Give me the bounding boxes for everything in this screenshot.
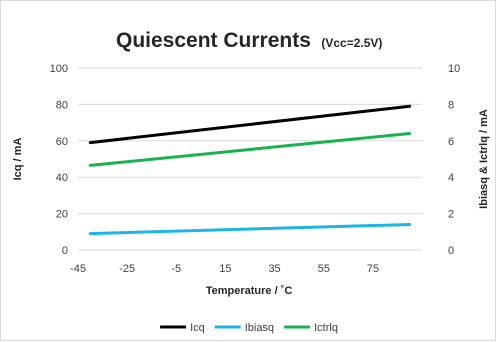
x-tick-label-5: 55 <box>318 263 330 275</box>
gridlines <box>78 67 422 251</box>
x-axis-label: Temperature / ˚C <box>206 285 293 297</box>
right-tick-label-5: 10 <box>448 63 460 75</box>
right-y-axis-label: Ibiasq & Ictrlq / mA <box>478 109 490 209</box>
left-y-axis-ticks: 0 20 40 60 80 100 <box>50 63 68 257</box>
chart-title-main: Quiescent Currents <box>116 29 311 52</box>
series-line-ictrlq <box>88 132 412 167</box>
right-tick-label-0: 0 <box>448 245 454 257</box>
legend-item-icq: Icq <box>160 322 205 334</box>
x-tick-label-6: 75 <box>367 263 379 275</box>
right-tick-label-4: 8 <box>448 99 454 111</box>
x-tick-label-0: -45 <box>70 263 86 275</box>
left-tick-label-3: 60 <box>56 136 68 148</box>
series-line-icq <box>88 104 412 145</box>
x-tick-label-4: 35 <box>268 263 280 275</box>
chart-subtitle: (Vcc=2.5V) <box>321 36 382 50</box>
x-tick-label-1: -25 <box>119 263 135 275</box>
chart-title: Quiescent Currents (Vcc=2.5V) <box>116 29 382 52</box>
series-line-ibiasq <box>88 223 412 236</box>
left-tick-label-4: 80 <box>56 99 68 111</box>
legend-label-ictrlq: Ictrlq <box>314 322 338 334</box>
legend-item-ibiasq: Ibiasq <box>214 322 274 334</box>
left-y-axis-label: Icq / mA <box>12 138 24 181</box>
right-tick-label-2: 4 <box>448 172 454 184</box>
legend: Icq Ibiasq Ictrlq <box>160 322 338 334</box>
x-tick-label-2: -5 <box>171 263 181 275</box>
right-tick-label-3: 6 <box>448 136 454 148</box>
x-axis-ticks: -45 -25 -5 15 35 55 75 <box>70 263 379 275</box>
right-tick-label-1: 2 <box>448 209 454 221</box>
legend-label-icq: Icq <box>190 322 205 334</box>
x-tick-label-3: 15 <box>219 263 231 275</box>
legend-label-ibiasq: Ibiasq <box>245 322 274 334</box>
left-tick-label-5: 100 <box>50 63 68 75</box>
left-tick-label-0: 0 <box>62 245 68 257</box>
legend-item-ictrlq: Ictrlq <box>284 322 338 334</box>
series-lines <box>88 104 412 236</box>
left-tick-label-1: 20 <box>56 209 68 221</box>
right-y-axis-ticks: 0 2 4 6 8 10 <box>448 63 460 257</box>
left-tick-label-2: 40 <box>56 172 68 184</box>
